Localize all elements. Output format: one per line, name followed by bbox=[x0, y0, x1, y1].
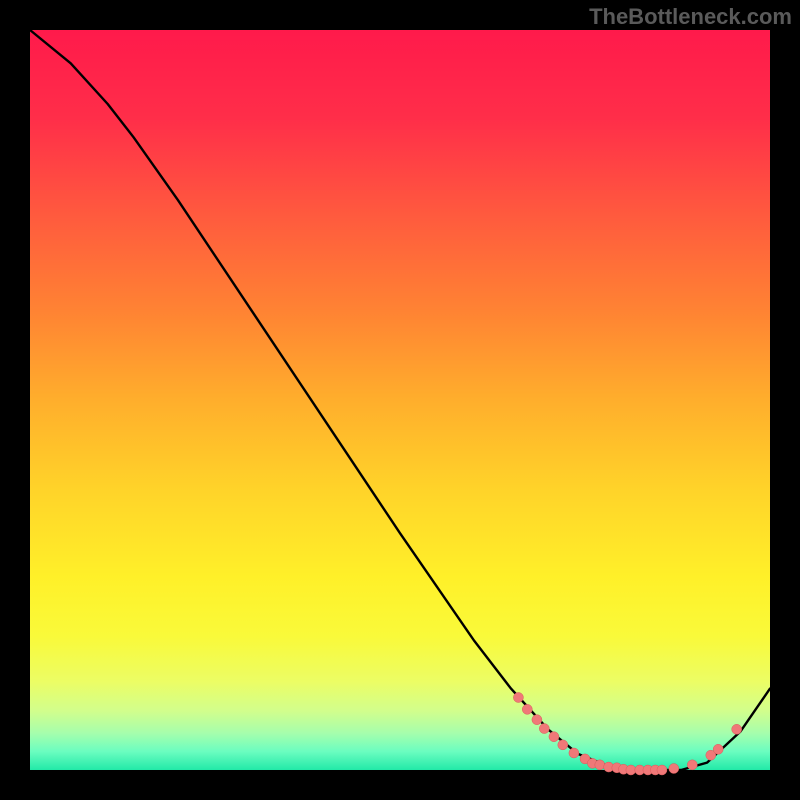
data-marker bbox=[549, 732, 559, 742]
data-marker bbox=[687, 760, 697, 770]
plot-gradient-background bbox=[30, 30, 770, 770]
chart-container: TheBottleneck.com bbox=[0, 0, 800, 800]
data-marker bbox=[713, 744, 723, 754]
data-marker bbox=[626, 765, 636, 775]
data-marker bbox=[558, 740, 568, 750]
data-marker bbox=[657, 765, 667, 775]
data-marker bbox=[539, 724, 549, 734]
data-marker bbox=[513, 692, 523, 702]
bottleneck-curve-chart bbox=[0, 0, 800, 800]
data-marker bbox=[595, 760, 605, 770]
data-marker bbox=[732, 724, 742, 734]
data-marker bbox=[669, 764, 679, 774]
data-marker bbox=[522, 704, 532, 714]
watermark-text: TheBottleneck.com bbox=[589, 4, 792, 30]
data-marker bbox=[532, 715, 542, 725]
data-marker bbox=[569, 748, 579, 758]
